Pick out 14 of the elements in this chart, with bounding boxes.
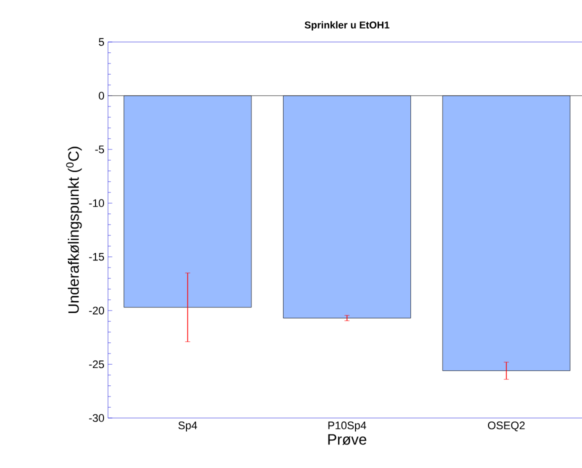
x-tick-label: OSEQ2 [488,422,525,432]
y-tick-label: -15 [89,253,104,261]
y-tick-label: 5 [98,38,104,46]
y-tick-label: -5 [95,146,104,154]
y-tick-label: -20 [89,306,104,314]
x-axis-title: Prøve [328,434,366,445]
y-tick-label: -10 [89,199,104,208]
chart-title: Sprinkler u EtOH1 [304,21,390,30]
y-tick-label: -25 [89,360,104,368]
y-tick-label: 0 [98,92,104,100]
y-axis-title: Underafkølingspunkt ($^{0}$C) [66,146,82,313]
x-tick-label: Sp4 [178,422,198,432]
y-tick-label: -30 [89,414,104,422]
x-tick-label: P10Sp4 [328,422,366,432]
